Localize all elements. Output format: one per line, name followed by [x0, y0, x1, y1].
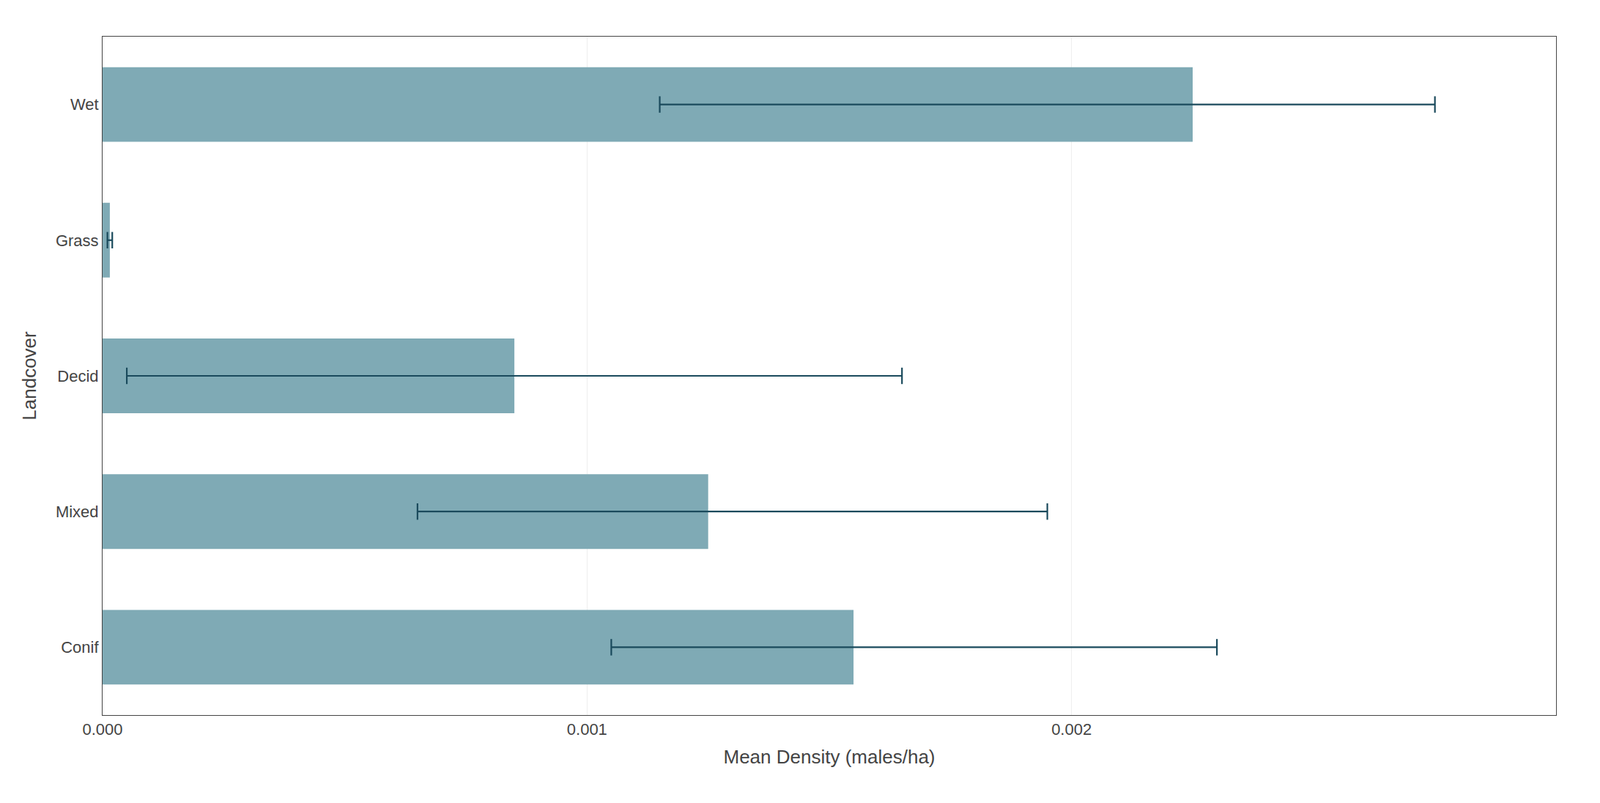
svg-text:0.001: 0.001 — [567, 720, 608, 739]
svg-text:Grass: Grass — [55, 231, 99, 250]
svg-text:Conif: Conif — [60, 638, 99, 657]
svg-text:Mean Density (males/ha): Mean Density (males/ha) — [723, 745, 936, 768]
svg-text:Mixed: Mixed — [55, 502, 99, 521]
svg-text:Wet: Wet — [70, 95, 99, 114]
svg-text:Landcover: Landcover — [18, 331, 41, 421]
svg-text:Decid: Decid — [57, 367, 99, 386]
svg-text:0.000: 0.000 — [82, 720, 123, 739]
svg-text:0.002: 0.002 — [1051, 720, 1092, 739]
